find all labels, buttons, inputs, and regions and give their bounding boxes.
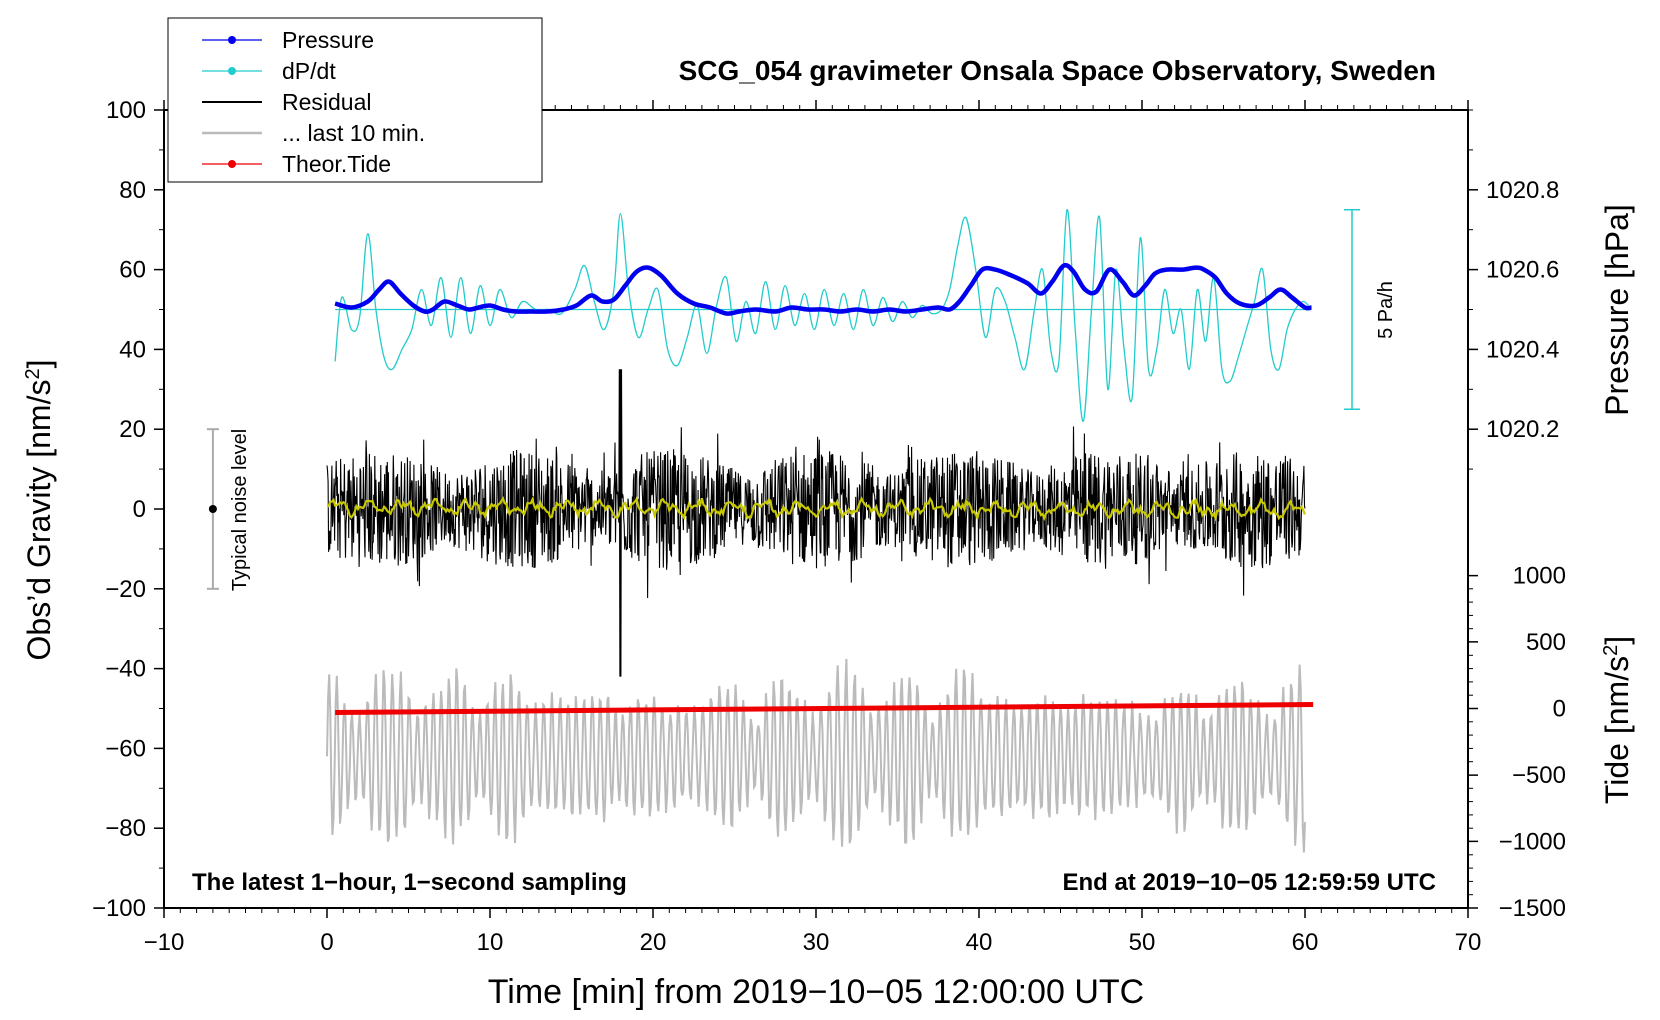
tide-tick-label: −1500 xyxy=(1499,895,1566,922)
tide-tick-label: 1000 xyxy=(1513,563,1566,590)
tide-tick-label: 500 xyxy=(1526,629,1566,656)
y-tick-label-left: 60 xyxy=(119,257,146,284)
dpdt-scale-label: 5 Pa/h xyxy=(1375,281,1397,339)
tide-tick-label: −500 xyxy=(1512,762,1566,789)
y-tick-label-left: −40 xyxy=(105,656,146,683)
x-tick-label: 30 xyxy=(803,929,830,956)
legend: Pressure dP/dt Residual ... last 10 min. The… xyxy=(167,17,543,183)
x-tick-label: −10 xyxy=(144,929,185,956)
y-tick-label-left: 40 xyxy=(119,336,146,363)
series-residual-smoothed-line xyxy=(326,495,1307,522)
noise-bar-label: Typical noise level xyxy=(229,429,251,591)
x-tick-label: 20 xyxy=(640,929,667,956)
series-layer xyxy=(206,209,1360,853)
y-tick-label-left: 80 xyxy=(119,177,146,204)
legend-marker xyxy=(228,36,236,44)
pressure-tick-label: 1020.4 xyxy=(1486,336,1559,363)
y-axis-label-left: Obs’d Gravity [nm/s2] xyxy=(21,360,57,661)
legend-box xyxy=(167,17,543,183)
series-theoretical-tide-line xyxy=(335,702,1314,715)
legend-marker xyxy=(228,160,236,168)
series-dpdt-line xyxy=(334,209,1312,422)
y-tick-label-left: −100 xyxy=(92,895,146,922)
x-tick-label: 50 xyxy=(1129,929,1156,956)
x-tick-label: 60 xyxy=(1292,929,1319,956)
legend-items: Pressure dP/dt Residual ... last 10 min. The… xyxy=(202,27,425,177)
y-axis-label-tide: Tide [nm/s2] xyxy=(1599,636,1635,804)
y-tick-label-left: −80 xyxy=(105,815,146,842)
footer-left-note: The latest 1−hour, 1−second sampling xyxy=(192,869,627,896)
tide-tick-label: 0 xyxy=(1553,696,1566,723)
x-tick-label: 10 xyxy=(477,929,504,956)
noise-bar-point xyxy=(208,505,217,513)
legend-label: Residual xyxy=(282,89,372,115)
legend-label: dP/dt xyxy=(282,58,336,84)
legend-label: Theor.Tide xyxy=(282,151,391,177)
series-last-10-min-line xyxy=(326,658,1306,853)
series-residual-line xyxy=(326,369,1306,677)
x-tick-label: 40 xyxy=(966,929,993,956)
pressure-tick-label: 1020.6 xyxy=(1486,257,1559,284)
y-tick-label-left: −20 xyxy=(105,576,146,603)
legend-label: Pressure xyxy=(282,27,374,53)
axis-layer: −10 0 10 20 30 40 50 60 70100806040200−20−40−60−… xyxy=(92,97,1566,956)
footer-right-note: End at 2019−10−05 12:59:59 UTC xyxy=(1062,869,1436,896)
tide-tick-label: −1000 xyxy=(1499,828,1566,855)
pressure-tick-label: 1020.8 xyxy=(1486,177,1559,204)
y-axis-label-pressure: Pressure [hPa] xyxy=(1599,204,1635,416)
y-tick-label-left: 20 xyxy=(119,416,146,443)
series-pressure-line xyxy=(334,262,1312,316)
y-tick-label-left: 0 xyxy=(133,496,146,523)
y-tick-label-left: −60 xyxy=(105,735,146,762)
x-tick-label: 0 xyxy=(320,929,333,956)
legend-label: ... last 10 min. xyxy=(282,120,425,146)
x-tick-label: 70 xyxy=(1455,929,1482,956)
legend-marker xyxy=(228,67,236,75)
x-axis-label: Time [min] from 2019−10−05 12:00:00 UTC xyxy=(488,973,1144,1011)
y-tick-label-left: 100 xyxy=(106,97,146,124)
chart-title: SCG_054 gravimeter Onsala Space Observat… xyxy=(679,55,1436,86)
pressure-tick-label: 1020.2 xyxy=(1486,416,1559,443)
